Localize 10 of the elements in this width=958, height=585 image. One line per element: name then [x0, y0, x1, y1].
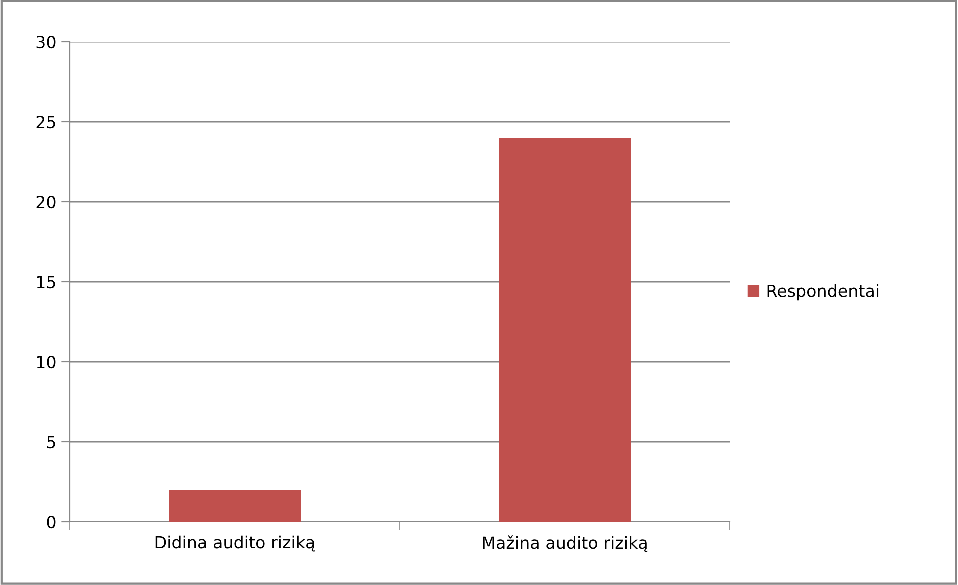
legend-label: Respondentai [768, 284, 879, 301]
x-tick-label: Didina audito riziką [156, 536, 315, 552]
x-tick-label: Mažina audito riziką [483, 536, 648, 552]
y-tick-label: 0 [47, 516, 56, 529]
y-tick-label: 20 [36, 196, 56, 209]
y-tick-label: 15 [37, 276, 56, 289]
y-tick-label: 10 [37, 356, 56, 369]
y-tick-label: 5 [47, 436, 56, 449]
y-tick-label: 30 [36, 36, 56, 49]
y-tick-label: 25 [36, 116, 56, 129]
